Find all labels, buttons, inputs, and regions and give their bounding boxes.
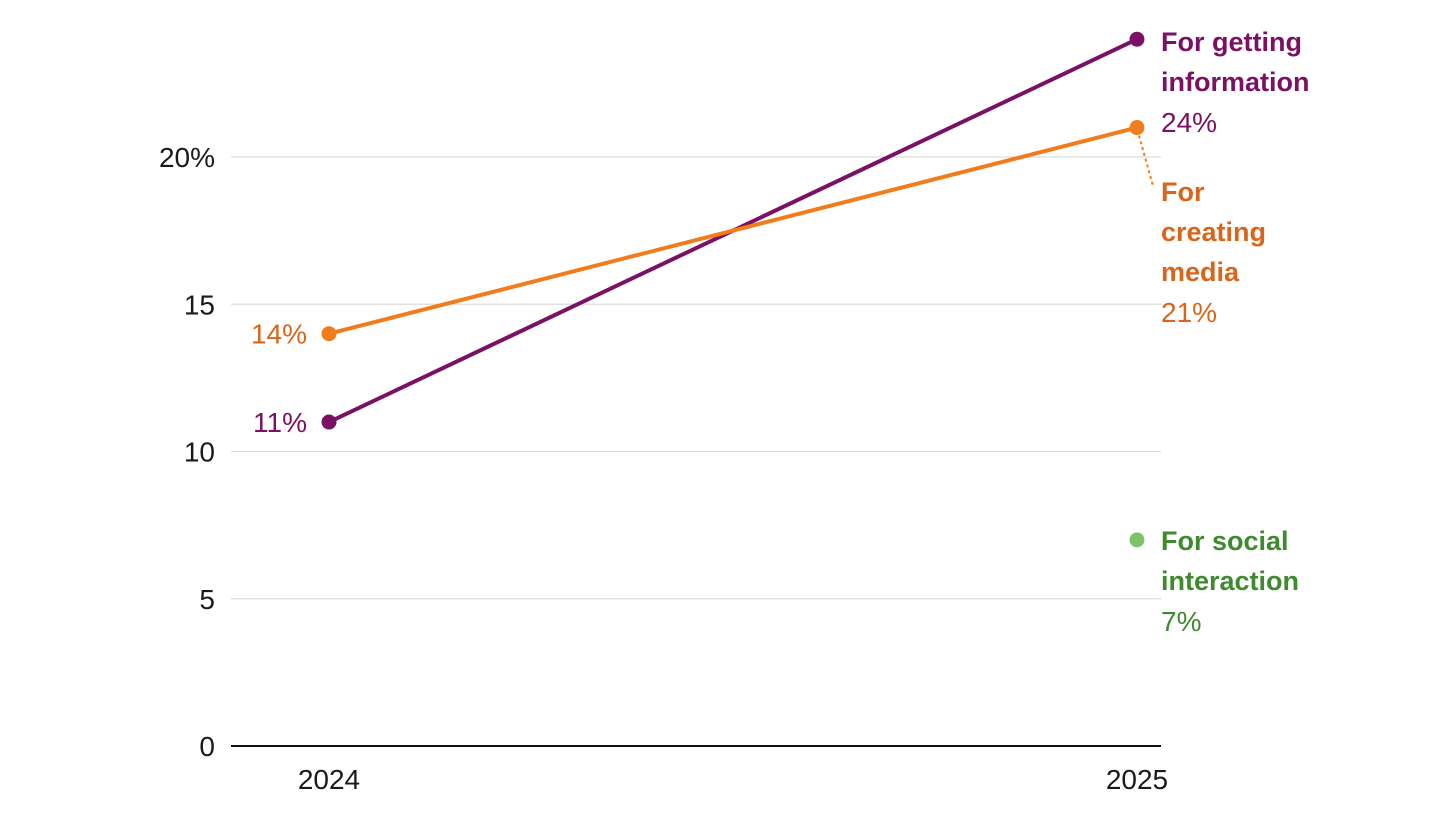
data-label: 11% xyxy=(253,407,307,438)
data-point xyxy=(321,326,337,342)
series-name-label: information xyxy=(1161,67,1310,97)
series-name-label: media xyxy=(1161,257,1240,287)
y-tick-label: 15 xyxy=(184,289,215,320)
y-tick-label: 10 xyxy=(184,437,215,468)
y-tick-label: 20% xyxy=(159,142,215,173)
series-name-label: creating xyxy=(1161,217,1266,247)
series-name-label: For social xyxy=(1161,526,1289,556)
data-label: 7% xyxy=(1161,606,1201,637)
series-name-label: For getting xyxy=(1161,27,1302,57)
data-label: 21% xyxy=(1161,297,1217,328)
axis-layer: 0 5 10 15 20% 2024 2025 xyxy=(159,142,1168,795)
series-name-label: For xyxy=(1161,177,1205,207)
data-point xyxy=(1129,31,1145,47)
x-tick-label: 2024 xyxy=(298,764,360,795)
series-line xyxy=(327,125,1139,336)
label-leader-line xyxy=(1138,135,1154,187)
grid-layer xyxy=(231,156,1161,600)
data-point xyxy=(1129,120,1145,136)
series-1 xyxy=(321,120,1145,342)
y-tick-label: 5 xyxy=(199,584,215,615)
x-tick-label: 2025 xyxy=(1106,764,1168,795)
y-tick-label: 0 xyxy=(199,731,215,762)
data-label: 24% xyxy=(1161,107,1217,138)
data-label: 14% xyxy=(251,319,307,350)
data-point xyxy=(1129,532,1145,548)
data-point xyxy=(321,414,337,430)
label-layer: 11% For getting information 24% 14% For creati… xyxy=(251,27,1310,637)
series-layer xyxy=(321,31,1145,548)
series-2 xyxy=(1129,532,1145,548)
series-name-label: interaction xyxy=(1161,566,1299,596)
